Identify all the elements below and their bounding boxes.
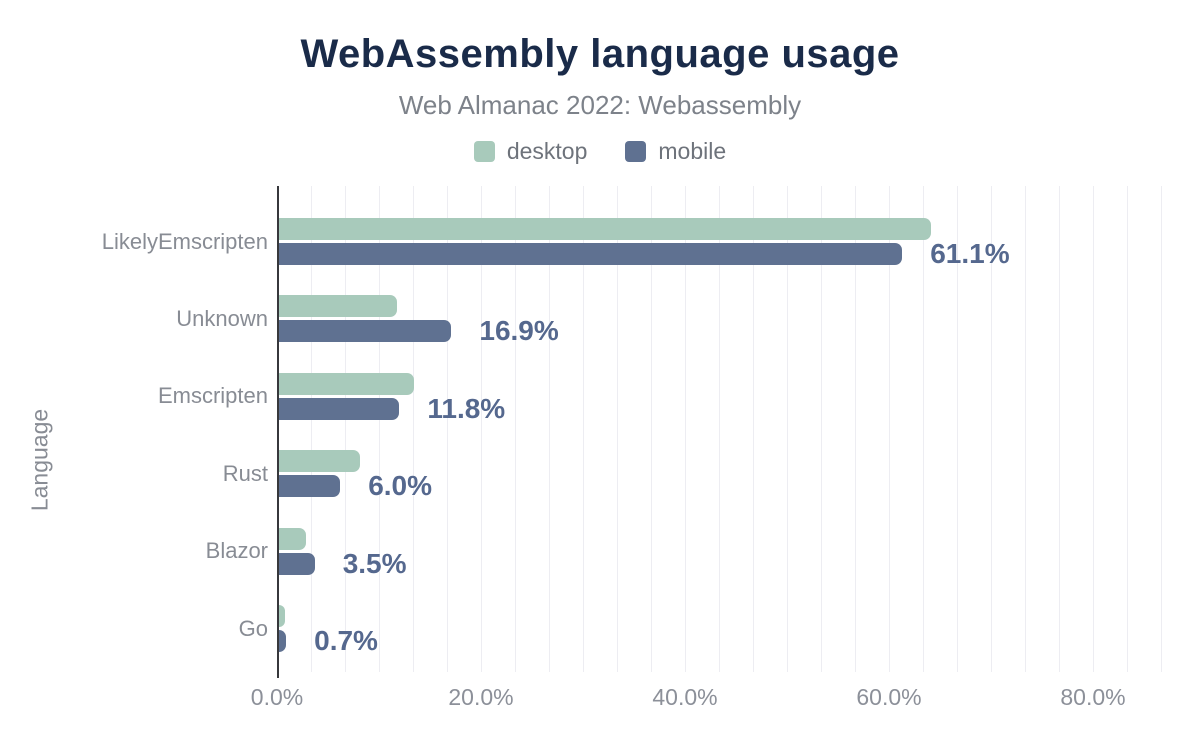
data-label-go: 0.7% <box>314 625 378 656</box>
category-label-emscripten: Emscripten <box>157 383 268 409</box>
bar-desktop-rust[interactable] <box>279 450 360 473</box>
bar-mobile-likelyemscripten[interactable] <box>279 243 903 265</box>
category-label-blazor: Blazor <box>205 538 268 564</box>
chart-area: LikelyEmscripten Unknown Emscripten Rust Bla… <box>0 186 1200 678</box>
x-tick-label-20.0%: 20.0% <box>448 684 514 710</box>
bar-mobile-go[interactable] <box>279 630 287 652</box>
x-tick-label-80.0%: 80.0% <box>1060 684 1126 710</box>
bar-desktop-likelyemscripten[interactable] <box>279 218 931 240</box>
data-label-blazor: 3.5% <box>342 547 407 579</box>
data-label-emscripten: 11.8% <box>427 392 506 424</box>
plot-area: 61.1% 16.9% 11.8% 6.0% 3.5% 0.7% <box>277 186 1176 678</box>
bar-mobile-rust[interactable] <box>279 475 341 498</box>
bar-mobile-blazor[interactable] <box>279 552 315 575</box>
chart-subtitle: Web Almanac 2022: Webassembly <box>398 90 802 120</box>
legend-label-mobile: mobile <box>658 138 727 164</box>
x-axis: 0.0% 20.0% 40.0% 60.0% 80.0% <box>0 684 1200 712</box>
y-axis-line <box>277 186 279 678</box>
bar-desktop-emscripten[interactable] <box>279 372 414 395</box>
legend-item-mobile[interactable]: mobile <box>625 138 726 165</box>
data-label-likelyemscripten: 61.1% <box>930 238 1010 269</box>
chart-title: WebAssembly language usage <box>300 32 900 76</box>
x-tick-label-40.0%: 40.0% <box>652 684 718 710</box>
bar-mobile-emscripten[interactable] <box>279 397 400 420</box>
mobile-swatch-icon <box>625 141 647 162</box>
x-tick-label-60.0%: 60.0% <box>856 684 922 710</box>
bar-desktop-go[interactable] <box>279 605 286 627</box>
category-label-unknown: Unknown <box>176 305 268 331</box>
category-label-likelyemscripten: LikelyEmscripten <box>101 228 268 254</box>
legend-item-desktop[interactable]: desktop <box>473 138 588 165</box>
bar-mobile-unknown[interactable] <box>279 320 452 343</box>
bar-desktop-blazor[interactable] <box>279 527 306 550</box>
bar-desktop-unknown[interactable] <box>279 295 398 318</box>
desktop-swatch-icon <box>473 141 495 162</box>
legend: desktop mobile <box>0 138 1200 165</box>
data-label-rust: 6.0% <box>368 470 433 502</box>
x-tick-label-0.0%: 0.0% <box>250 684 304 710</box>
data-label-unknown: 16.9% <box>479 315 559 347</box>
category-label-go: Go <box>238 615 268 641</box>
legend-label-desktop: desktop <box>506 138 588 164</box>
category-label-rust: Rust <box>222 460 268 486</box>
